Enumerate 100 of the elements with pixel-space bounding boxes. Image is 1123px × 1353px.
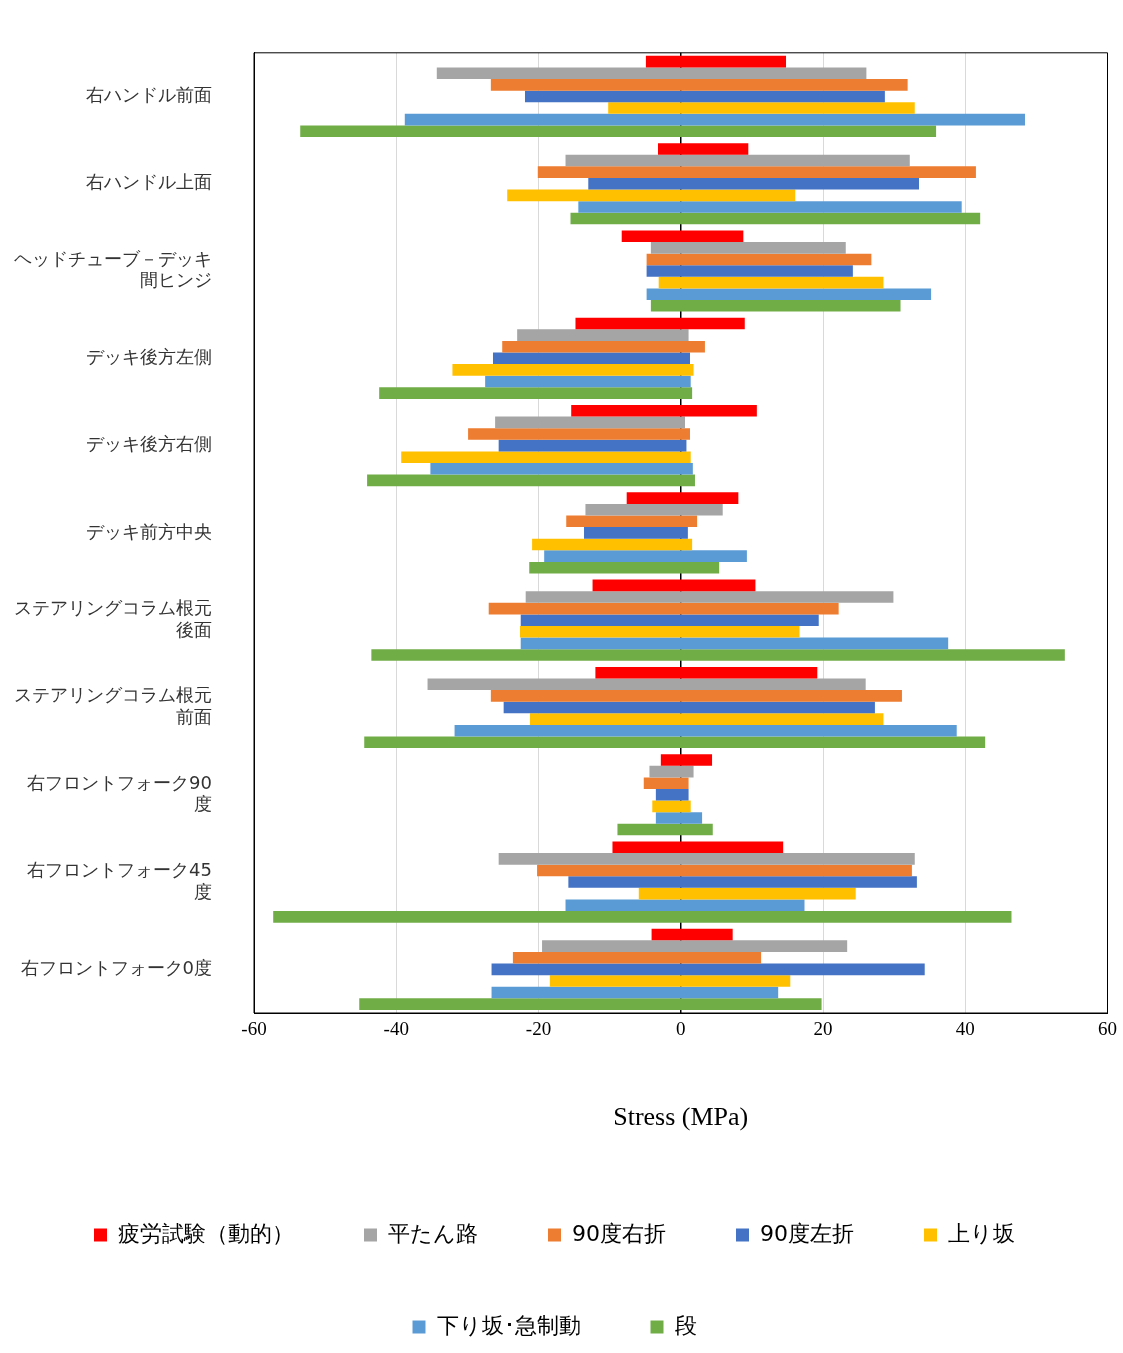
y-tick-label: デッキ後方右側 [86,433,212,455]
bar [359,998,822,1010]
bar [621,230,744,243]
y-tick-label: ステアリングコラム根元後面 [14,597,212,640]
bar [650,242,846,254]
bar [401,451,691,464]
y-tick-label: ヘッドチューブ－デッキ間ヒンジ [14,247,212,291]
bar [592,579,756,592]
bar [524,90,885,103]
bar [655,788,689,801]
bar [638,887,856,900]
bar [566,515,698,528]
bar [495,416,686,429]
bar [645,55,787,68]
x-axis-title: Stress (MPa) [613,1102,749,1132]
bar [367,474,695,487]
bar [565,154,910,167]
legend-label: 疲労試験（動的） [118,1220,295,1246]
bar [491,986,779,999]
bar [525,591,894,603]
legend-label: 90度左折 [760,1220,854,1246]
bar [646,288,932,301]
bar [646,253,872,266]
bar [537,166,976,178]
bar [520,625,800,638]
bar [364,736,986,749]
bar [578,201,962,213]
bar [379,387,693,399]
bar [488,602,839,615]
bar [643,777,689,789]
bar [273,911,1012,923]
bar [436,67,867,80]
bar [651,928,733,941]
y-tick-label: ステアリングコラム根元前面 [14,684,212,727]
y-tick-label: 右ハンドル前面 [86,84,212,106]
bar [532,538,693,551]
y-tick-label: 右フロントフォーク45度 [27,858,212,902]
bar [608,102,915,114]
bar [512,951,762,964]
legend-label: 下り坂･急制動 [436,1312,581,1338]
bar [498,853,915,865]
bar [490,690,902,702]
x-tick-label: 20 [813,1018,833,1040]
bar [646,265,853,277]
legend-label: 平たん路 [388,1220,479,1246]
bar [658,276,884,289]
bar [491,963,925,976]
bar [507,189,796,202]
bar [595,666,818,679]
bar [626,492,739,504]
bar [454,724,957,737]
bar [371,649,1065,661]
bar [520,637,949,650]
bar [568,876,917,888]
bar [612,841,784,854]
bar [565,899,805,912]
bar [485,375,691,388]
bar [542,940,848,952]
bar [660,754,713,766]
y-tick-label: デッキ後方左側 [86,345,212,367]
legend-label: 段 [674,1312,697,1338]
bar [529,561,720,574]
x-tick-label: -60 [241,1018,267,1040]
bar [492,352,690,365]
x-tick-label: 60 [1098,1018,1117,1040]
bar [502,340,705,353]
bar [649,765,694,778]
bar [650,300,901,312]
legend-label: 上り坂 [947,1220,1015,1246]
bar [498,439,687,452]
bar [404,113,1025,126]
x-tick-label: 40 [955,1018,975,1040]
bar [655,812,703,824]
bar [657,143,749,155]
bar [575,317,745,330]
bar [570,212,981,225]
bar [571,405,757,417]
bar [617,823,713,836]
bar [537,864,912,877]
bar [585,503,723,516]
bar [529,713,884,725]
x-tick-label: 0 [676,1018,686,1040]
y-tick-label: 右フロントフォーク0度 [20,957,212,979]
bar [549,975,791,987]
x-tick-label: -40 [383,1018,409,1040]
bar [544,550,747,562]
x-tick-label: -20 [525,1018,552,1040]
bar [520,614,819,626]
bar [300,125,937,138]
bar [468,428,690,440]
bar [430,463,693,475]
y-tick-label: デッキ前方中央 [86,520,212,542]
bar [517,329,689,341]
bar [652,800,691,813]
bar [503,701,875,714]
bar [588,177,920,190]
legend-label: 90度右折 [572,1220,667,1246]
bar [490,79,908,91]
bar [584,527,688,539]
y-tick-label: 右ハンドル上面 [86,171,212,193]
